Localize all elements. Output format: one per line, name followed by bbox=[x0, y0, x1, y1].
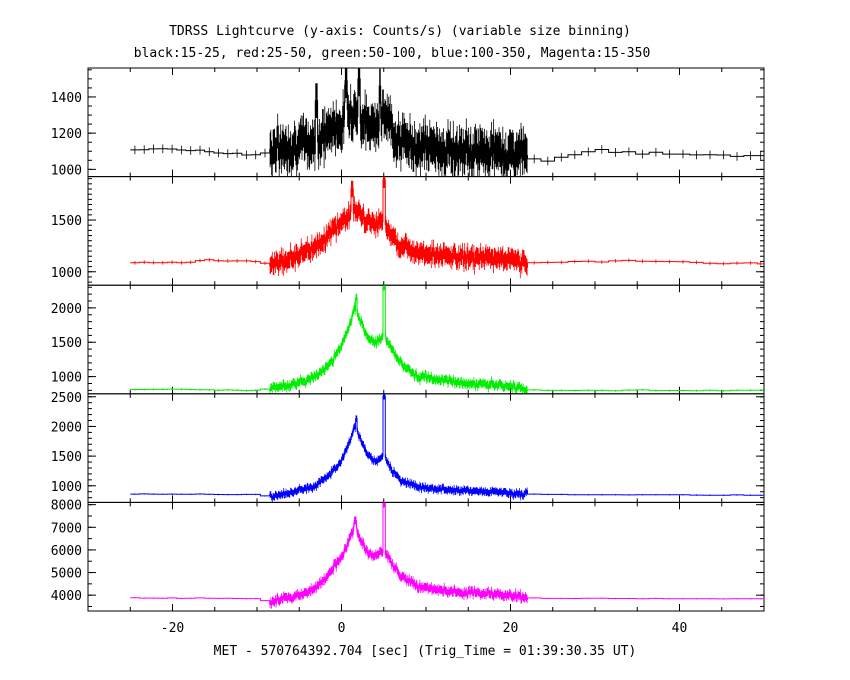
y-tick-label: 7000 bbox=[51, 521, 82, 536]
panel-15-350: 4000 5000 6000 7000 8000 bbox=[51, 499, 765, 612]
panel-100-350: 1000 1500 2000 2500 bbox=[51, 391, 765, 503]
series-error-bars bbox=[134, 68, 762, 177]
series-line bbox=[130, 286, 764, 392]
series-25-50 bbox=[130, 176, 764, 279]
series-error-bars bbox=[134, 285, 762, 394]
series-100-350 bbox=[130, 393, 764, 503]
y-tick-label: 4000 bbox=[51, 589, 82, 604]
panel-frame bbox=[87, 67, 765, 178]
series-error-bars bbox=[134, 176, 762, 279]
panel-15-25: 1000 1200 1400 bbox=[51, 67, 765, 178]
x-axis-label: MET - 570764392.704 [sec] (Trig_Time = 0… bbox=[214, 644, 637, 659]
series-line bbox=[130, 179, 764, 271]
y-tick-label: 1400 bbox=[51, 91, 82, 106]
panel-frame bbox=[87, 176, 765, 286]
y-tick-label: 1500 bbox=[51, 214, 82, 229]
panels-group: 1000 1200 1400 1000 1500 1000 1500 2000 1000 1500… bbox=[51, 67, 765, 612]
x-tick-label: 20 bbox=[503, 621, 519, 636]
x-tick-label: -20 bbox=[161, 621, 184, 636]
x-axis: -20 0 20 40 bbox=[161, 621, 688, 636]
series-15-350 bbox=[130, 502, 764, 609]
x-tick-label: 40 bbox=[672, 621, 688, 636]
y-tick-label: 1000 bbox=[51, 266, 82, 281]
panel-frame bbox=[87, 501, 765, 612]
panel-50-100: 1000 1500 2000 bbox=[51, 284, 765, 395]
y-tick-label: 1000 bbox=[51, 163, 82, 178]
series-error-bars bbox=[134, 393, 762, 503]
y-tick-label: 1200 bbox=[51, 127, 82, 142]
y-tick-label: 2000 bbox=[51, 420, 82, 435]
y-tick-label: 1000 bbox=[51, 480, 82, 495]
y-tick-label: 1000 bbox=[51, 371, 82, 386]
series-15-25 bbox=[130, 68, 764, 177]
y-tick-label: 1500 bbox=[51, 336, 82, 351]
x-tick-label: 0 bbox=[338, 621, 346, 636]
y-tick-label: 1500 bbox=[51, 450, 82, 465]
series-line bbox=[130, 503, 764, 606]
y-tick-label: 8000 bbox=[51, 499, 82, 514]
chart-title: TDRSS Lightcurve (y-axis: Counts/s) (var… bbox=[169, 24, 631, 39]
series-line bbox=[130, 78, 764, 171]
y-tick-label: 5000 bbox=[51, 567, 82, 582]
chart-subtitle: black:15-25, red:25-50, green:50-100, bl… bbox=[134, 46, 651, 61]
y-tick-label: 2000 bbox=[51, 302, 82, 317]
y-tick-label: 2500 bbox=[51, 391, 82, 406]
series-50-100 bbox=[130, 285, 764, 394]
panel-25-50: 1000 1500 bbox=[51, 176, 765, 286]
y-tick-label: 6000 bbox=[51, 544, 82, 559]
series-line bbox=[130, 395, 764, 500]
